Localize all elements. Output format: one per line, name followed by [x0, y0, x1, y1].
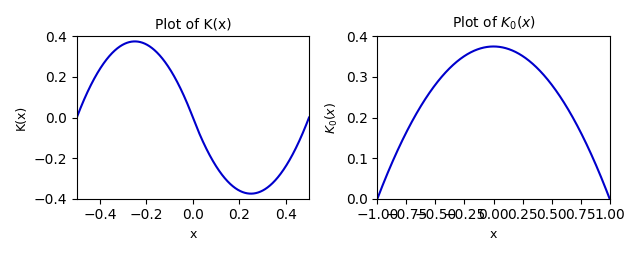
Title: Plot of $K_0(x)$: Plot of $K_0(x)$: [452, 15, 536, 33]
Title: Plot of K(x): Plot of K(x): [155, 17, 231, 31]
X-axis label: x: x: [490, 228, 497, 241]
Y-axis label: K(x): K(x): [15, 105, 28, 130]
Y-axis label: $K_0(x)$: $K_0(x)$: [324, 101, 340, 134]
X-axis label: x: x: [189, 228, 196, 241]
